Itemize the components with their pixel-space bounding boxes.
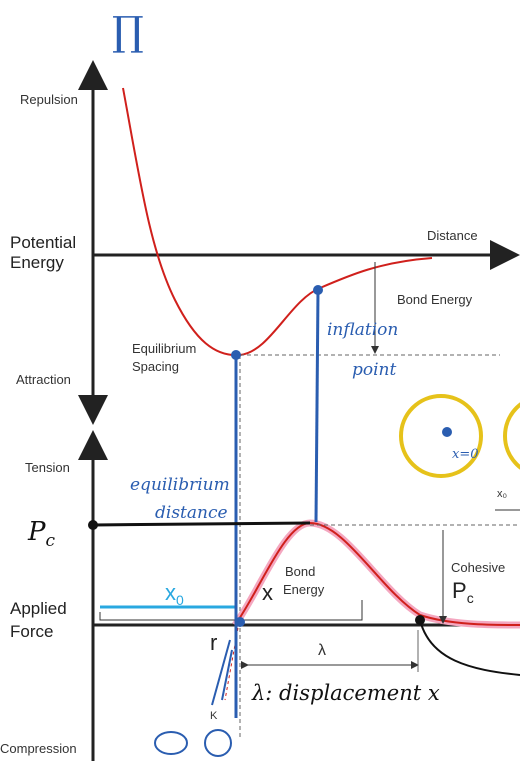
label: x₀ xyxy=(497,488,507,500)
pen-circle xyxy=(205,730,231,756)
pen-line xyxy=(316,290,318,522)
annotation: λ: displacement x xyxy=(251,681,440,705)
pen-dot xyxy=(313,285,323,295)
label: Energy xyxy=(283,582,325,597)
label: r xyxy=(210,630,217,655)
label: Cohesive xyxy=(451,560,505,575)
bracket xyxy=(100,600,362,620)
annotation: distance xyxy=(155,503,228,523)
label: Compression xyxy=(0,741,77,756)
x0: x xyxy=(165,580,176,605)
label: Equilibrium xyxy=(132,341,196,356)
annotation: ∏ xyxy=(112,9,144,55)
pc-label: Pc xyxy=(452,578,474,606)
pen-dot xyxy=(231,350,241,360)
pen-dot xyxy=(88,520,98,530)
label: Repulsion xyxy=(20,92,78,107)
pc: P xyxy=(27,517,46,547)
label: Applied xyxy=(10,599,67,618)
label: Energy xyxy=(10,253,64,272)
label: Potential xyxy=(10,233,76,252)
label: λ xyxy=(318,642,326,659)
annotation: Pc xyxy=(27,517,56,551)
annotation: equilibrium xyxy=(130,475,230,495)
pen-dot xyxy=(415,615,425,625)
label: x xyxy=(262,580,273,605)
atom xyxy=(401,396,481,476)
annotation: point xyxy=(352,360,397,380)
label: K xyxy=(210,710,218,722)
pc: P xyxy=(452,578,467,603)
label: Distance xyxy=(427,228,478,243)
atom xyxy=(505,396,520,476)
label: Spacing xyxy=(132,359,179,374)
pen-circle xyxy=(155,732,187,754)
label: Attraction xyxy=(16,372,71,387)
potential-curve xyxy=(123,88,432,355)
label: Tension xyxy=(25,460,70,475)
pen-dot xyxy=(235,617,245,627)
x0-sub: 0 xyxy=(176,592,184,608)
label: Bond Energy xyxy=(397,292,473,307)
label: Force xyxy=(10,622,53,641)
label: Bond xyxy=(285,564,315,579)
pc-sub: c xyxy=(46,531,56,551)
pen-line xyxy=(93,523,310,525)
nucleus xyxy=(442,427,452,437)
x0-label: x0 xyxy=(165,580,184,608)
annotation: inflation xyxy=(327,320,398,340)
diagram: Repulsion Potential Energy Attraction Di… xyxy=(0,0,520,761)
annotation: x=0 xyxy=(452,447,479,462)
pc-sub: c xyxy=(467,590,474,606)
